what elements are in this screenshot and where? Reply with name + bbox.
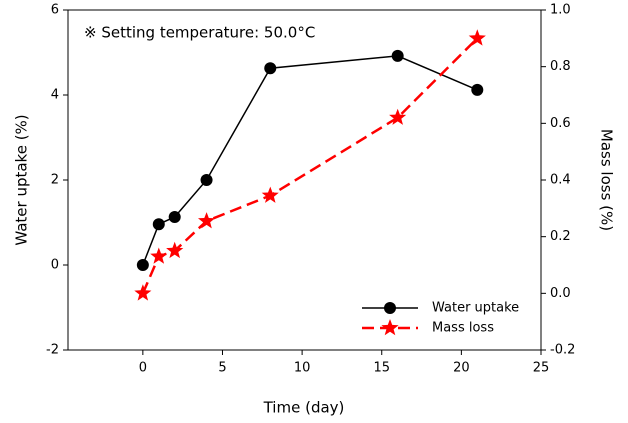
x-tick-label: 5 — [218, 361, 226, 376]
legend-label: Mass loss — [432, 321, 494, 336]
y2-tick-label: 1.0 — [550, 3, 571, 18]
legend-label: Water uptake — [432, 301, 519, 316]
y2-tick-label: 0.2 — [550, 229, 571, 244]
marker-circle — [168, 210, 181, 223]
marker-circle — [384, 302, 396, 314]
x-tick-label: 15 — [373, 361, 390, 376]
y-axis-title: Water uptake (%) — [13, 114, 31, 245]
x-axis-title: Time (day) — [263, 399, 345, 417]
marker-circle — [471, 83, 484, 96]
marker-circle — [391, 49, 404, 62]
marker-star — [261, 186, 279, 203]
y-tick-label: -2 — [46, 343, 59, 358]
marker-star — [198, 212, 216, 229]
y-tick-label: 2 — [51, 173, 59, 188]
y2-tick-label: 0.6 — [550, 116, 571, 131]
y2-tick-label: 0.0 — [550, 286, 571, 301]
x-tick-label: 0 — [139, 361, 147, 376]
marker-star — [134, 284, 152, 301]
x-tick-label: 25 — [533, 361, 550, 376]
marker-star — [150, 247, 168, 264]
marker-circle — [264, 62, 277, 75]
annotation: ※ Setting temperature: 50.0°C — [84, 24, 315, 42]
marker-circle — [136, 259, 149, 271]
y-tick-label: 4 — [51, 88, 59, 103]
y-tick-label: 0 — [51, 258, 59, 273]
marker-star — [166, 241, 184, 259]
marker-star — [468, 29, 486, 46]
y2-tick-label: 0.4 — [550, 173, 571, 188]
y2-axis-title: Mass loss (%) — [598, 129, 616, 231]
marker-circle — [200, 174, 213, 186]
y-tick-label: 6 — [51, 3, 59, 18]
marker-circle — [152, 218, 165, 231]
y2-tick-label: 0.8 — [550, 59, 571, 74]
x-tick-label: 20 — [453, 361, 470, 376]
series-line — [141, 37, 479, 294]
x-tick-label: 10 — [294, 361, 311, 376]
marker-star — [389, 108, 407, 125]
marker-star — [381, 319, 399, 336]
y2-tick-label: -0.2 — [550, 343, 575, 358]
